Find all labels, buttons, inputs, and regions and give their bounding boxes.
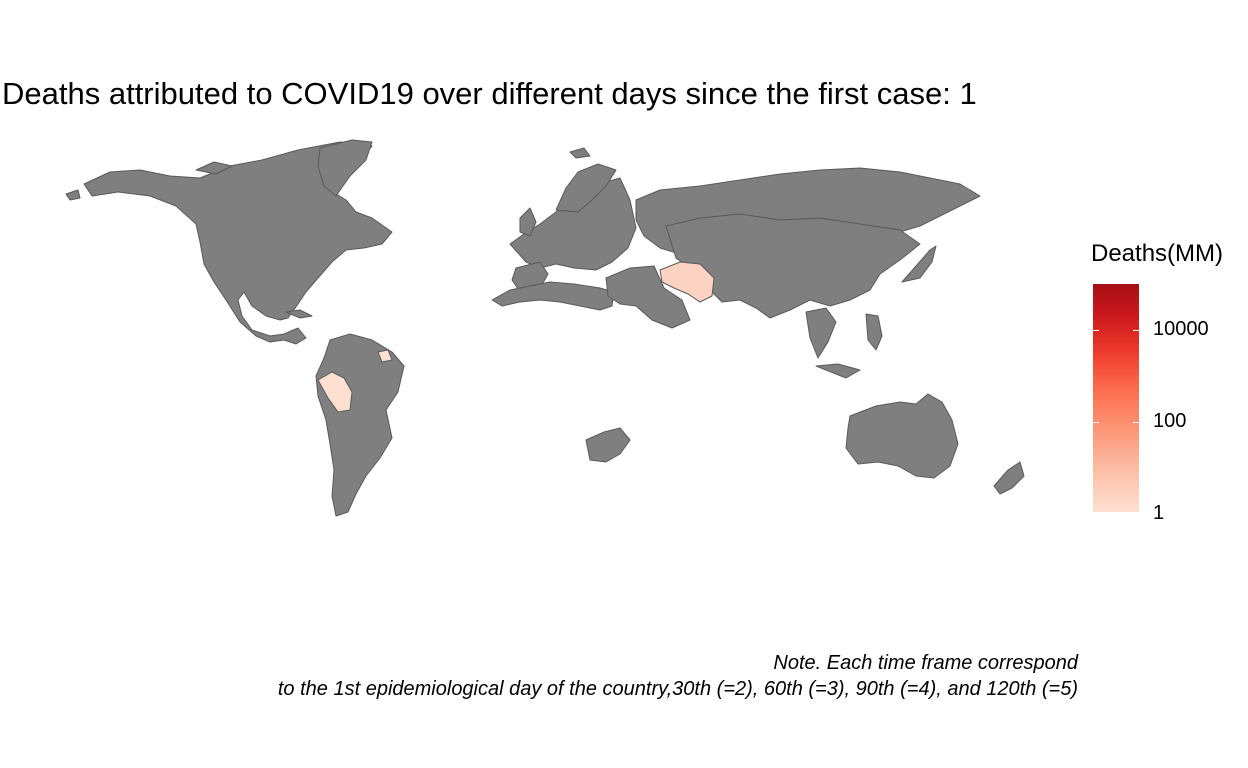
legend-tick-mark (1093, 330, 1099, 331)
island-alaska (65, 189, 81, 201)
southeast-asia (805, 307, 837, 359)
caption-line-2: to the 1st epidemiological day of the co… (277, 678, 1078, 700)
japan (901, 245, 937, 283)
uk (519, 207, 537, 237)
greenland (317, 139, 373, 197)
new-zealand (993, 461, 1025, 495)
middle-east (605, 265, 691, 329)
legend-tick-label: 10000 (1153, 318, 1209, 340)
indonesia (815, 363, 861, 379)
legend-tick-label: 100 (1153, 410, 1187, 432)
southern-africa (585, 427, 631, 463)
legend-tick-label: 1 (1153, 502, 1165, 524)
island-svalbard (569, 147, 591, 159)
legend-tick-mark (1133, 330, 1139, 331)
asia (665, 213, 921, 319)
philippines (865, 313, 883, 351)
legend-tick-mark (1093, 422, 1099, 423)
europe (509, 177, 637, 271)
australia (845, 393, 959, 479)
north-africa (491, 281, 615, 311)
scandinavia (555, 163, 617, 213)
island-arctic (195, 161, 233, 175)
caption-line-1: Note. Each time frame correspond (773, 652, 1078, 674)
map-title: Deaths attributed to COVID19 over differ… (2, 76, 977, 111)
legend-tick-mark (1133, 422, 1139, 423)
south-america (315, 333, 405, 517)
cuba (285, 309, 313, 319)
legend-colorbar (1093, 284, 1139, 512)
guyana (377, 349, 393, 363)
legend-title: Deaths(MM) (1091, 240, 1224, 267)
iran (659, 261, 715, 303)
peru (317, 371, 353, 413)
